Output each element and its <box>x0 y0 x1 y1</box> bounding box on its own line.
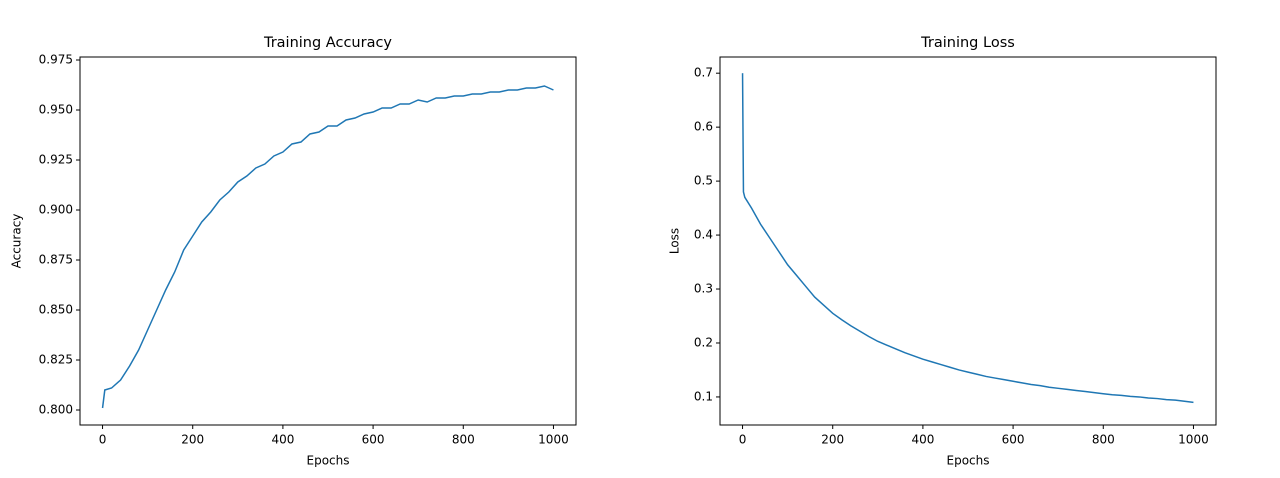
y-tick-label: 0.950 <box>39 103 73 117</box>
y-tick-label: 0.5 <box>694 174 713 188</box>
data-line <box>101 85 554 409</box>
x-tick-label: 800 <box>1092 433 1115 447</box>
x-tick-label: 0 <box>99 433 107 447</box>
x-tick-label: 600 <box>362 433 385 447</box>
y-tick-label: 0.4 <box>694 228 713 242</box>
x-tick-label: 1000 <box>538 433 569 447</box>
x-tick-label: 400 <box>911 433 934 447</box>
y-tick-label: 0.975 <box>39 53 73 67</box>
y-axis-label: Loss <box>668 228 682 254</box>
y-tick-label: 0.825 <box>39 353 73 367</box>
x-tick-label: 1000 <box>1178 433 1209 447</box>
y-tick-label: 0.800 <box>39 403 73 417</box>
y-tick-label: 0.875 <box>39 253 73 267</box>
x-tick-label: 800 <box>452 433 475 447</box>
y-tick-label: 0.6 <box>694 120 713 134</box>
chart-title: Training Loss <box>920 35 1015 51</box>
x-axis-label: Epochs <box>307 454 350 468</box>
y-axis-label: Accuracy <box>10 214 24 269</box>
y-tick-label: 0.7 <box>694 66 713 80</box>
x-tick-label: 0 <box>739 433 747 447</box>
chart-title: Training Accuracy <box>263 35 392 51</box>
x-axis-label: Epochs <box>947 454 990 468</box>
x-tick-label: 400 <box>271 433 294 447</box>
plot-frame <box>719 56 1217 426</box>
y-tick-label: 0.1 <box>694 389 713 403</box>
y-tick-label: 0.850 <box>39 303 73 317</box>
x-tick-label: 200 <box>181 433 204 447</box>
plot-frame <box>79 56 577 426</box>
data-line <box>741 73 1194 404</box>
y-tick-label: 0.925 <box>39 153 73 167</box>
y-tick-label: 0.3 <box>694 282 713 296</box>
x-tick-label: 600 <box>1002 433 1025 447</box>
y-tick-label: 0.900 <box>39 203 73 217</box>
x-tick-label: 200 <box>821 433 844 447</box>
y-tick-label: 0.2 <box>694 335 713 349</box>
